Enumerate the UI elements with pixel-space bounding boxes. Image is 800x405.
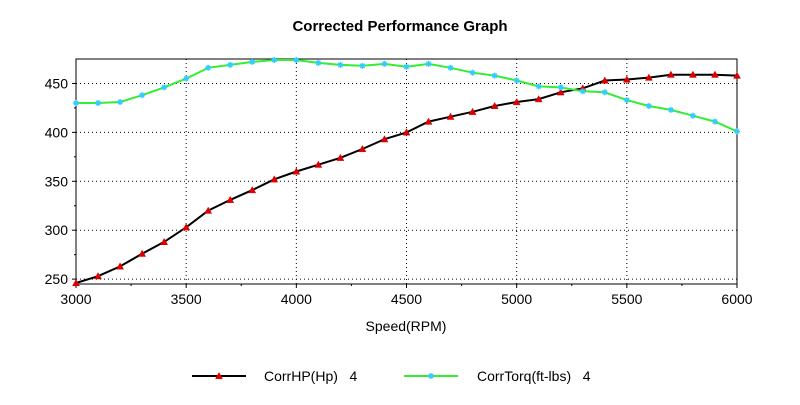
series-1-point [336, 153, 345, 161]
x-tick-label: 3500 [171, 291, 202, 307]
x-tick-label: 5500 [611, 291, 642, 307]
grid-lines [76, 59, 737, 284]
series-2-point [491, 72, 498, 79]
series-1-point [314, 160, 323, 168]
series-1-point [182, 223, 191, 231]
series-1-point [160, 237, 169, 245]
x-tick-label: 4000 [281, 291, 312, 307]
series-1-point [666, 70, 675, 78]
series-2-point [667, 106, 674, 113]
legend-label-1: CorrHP(Hp) 4 [264, 368, 358, 384]
series-1-point [270, 175, 279, 183]
series-2-point [293, 56, 300, 63]
series-2-point [469, 69, 476, 76]
legend-marker-2 [428, 373, 434, 379]
series-2-point [381, 60, 388, 67]
series-2-point [73, 100, 79, 107]
series-2-point [689, 112, 696, 119]
series-1-point [711, 70, 719, 78]
series-1-point [490, 101, 499, 110]
series-2-point [447, 64, 454, 71]
series-1-point [644, 73, 653, 81]
series-2-point [117, 99, 124, 106]
series-2-point [601, 89, 608, 96]
series-1-point [402, 128, 411, 136]
series-2-point [337, 61, 344, 68]
series-2-point [249, 58, 256, 65]
series-1-point [226, 195, 235, 203]
series-1-point [138, 249, 147, 257]
chart-title: Corrected Performance Graph [292, 18, 507, 35]
series-2-point [205, 64, 212, 71]
y-tick-label: 350 [45, 173, 69, 189]
y-tick-label: 450 [45, 75, 69, 91]
legend-label-2: CorrTorq(ft-lbs) 4 [477, 368, 591, 384]
series-1-point [204, 206, 213, 214]
series-2-point [513, 77, 520, 84]
series-2-point [139, 92, 146, 99]
series-1-point [733, 71, 741, 79]
y-tick-label: 250 [45, 271, 69, 287]
series-2-point [227, 61, 234, 68]
series-1-point [116, 262, 124, 270]
series-1-point [380, 135, 389, 143]
series-1-point [424, 117, 433, 125]
legend: CorrHP(Hp) 4 CorrTorq(ft-lbs) 4 [192, 368, 591, 384]
series-1-point [512, 98, 521, 106]
series-1-point [72, 279, 80, 287]
series-2-point [271, 56, 278, 63]
legend-marker-1 [215, 371, 223, 380]
series-2-point [535, 83, 542, 90]
x-tick-label: 6000 [721, 291, 752, 307]
axes: 3000 3500 4000 4500 5000 5500 6000 250 300 350 400… [45, 75, 753, 307]
series-lines [72, 56, 741, 287]
series-2-point [183, 75, 190, 82]
series-2-point [425, 60, 432, 67]
series-2-point [579, 88, 586, 95]
y-tick-label: 300 [45, 222, 69, 238]
series-2-point [557, 84, 564, 91]
series-1-point [556, 88, 565, 96]
series-1-point [689, 70, 697, 78]
series-2-point [734, 128, 740, 135]
series-1-point [446, 112, 455, 120]
x-tick-label: 4500 [391, 291, 422, 307]
x-tick-label: 5000 [501, 291, 532, 307]
y-tick-label: 400 [45, 124, 69, 140]
series-2-point [711, 118, 718, 125]
series-1-point [292, 167, 301, 175]
series-2-point [403, 63, 410, 70]
series-1-point [248, 186, 257, 194]
series-1-point [600, 76, 609, 84]
series-2-point [645, 102, 652, 109]
series-2-point [623, 97, 630, 104]
series-1-point [358, 144, 367, 153]
x-tick-label: 3000 [60, 291, 91, 307]
series-2-point [161, 84, 168, 91]
series-1-point [94, 272, 102, 280]
series-1-point [622, 75, 631, 83]
series-1-point [534, 95, 543, 103]
x-axis-title: Speed(RPM) [366, 318, 447, 334]
series-2-point [315, 59, 322, 66]
series-2-point [95, 100, 102, 107]
series-1-point [468, 107, 477, 115]
series-2-point [359, 62, 366, 69]
